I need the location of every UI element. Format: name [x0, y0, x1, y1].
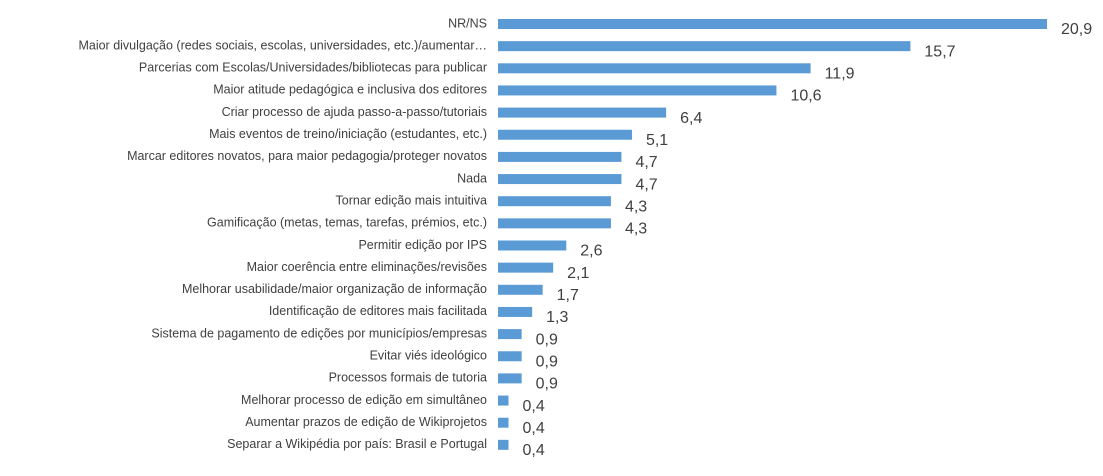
value-label: 0,4	[523, 398, 545, 415]
bar	[498, 240, 567, 251]
bar	[498, 306, 533, 317]
value-label: 2,1	[567, 265, 589, 282]
bar	[498, 19, 1047, 29]
value-label: 2,6	[580, 243, 602, 260]
category-label: Marcar editores novatos, para maior peda…	[127, 149, 487, 163]
category-label: Permitir edição por IPS	[358, 238, 487, 252]
bar	[498, 107, 667, 118]
value-label: 20,9	[1061, 21, 1092, 38]
category-label: Processos formais de tutoria	[329, 371, 487, 385]
value-label: 5,1	[646, 132, 668, 149]
bar	[498, 129, 632, 140]
value-label: 10,6	[790, 88, 821, 105]
bar	[498, 351, 522, 362]
value-label: 0,4	[523, 442, 545, 459]
value-label: 11,9	[825, 66, 855, 83]
value-label: 0,4	[523, 420, 545, 437]
bar	[498, 41, 911, 52]
bar	[498, 151, 622, 162]
category-label: Separar a Wikipédia por país: Brasil e P…	[227, 437, 487, 451]
category-label: Criar processo de ajuda passo-a-passo/tu…	[222, 105, 487, 119]
value-label: 0,9	[536, 376, 558, 393]
value-label: 1,7	[557, 287, 579, 304]
category-label: Tornar edição mais intuitiva	[336, 193, 488, 207]
category-label: Maior coerência entre eliminações/revisõ…	[247, 260, 487, 274]
bar	[498, 395, 509, 406]
bar	[498, 373, 522, 384]
bar	[498, 262, 554, 273]
bar	[498, 218, 611, 229]
category-label: Maior atitude pedagógica e inclusiva dos…	[213, 83, 487, 97]
bar	[498, 174, 622, 185]
bar	[498, 63, 811, 74]
value-label: 4,3	[625, 198, 647, 215]
category-label: Maior divulgação (redes sociais, escolas…	[78, 38, 487, 52]
category-label: Evitar viés ideológico	[370, 349, 487, 363]
category-label: Gamificação (metas, temas, tarefas, prém…	[207, 216, 487, 230]
bar	[498, 417, 509, 428]
value-label: 0,9	[536, 353, 558, 370]
value-label: 4,7	[635, 154, 657, 171]
category-label: Sistema de pagamento de edições por muni…	[151, 326, 487, 340]
category-label: Melhorar usabilidade/maior organização d…	[182, 282, 487, 296]
bar	[498, 85, 777, 96]
value-label: 4,3	[625, 221, 647, 238]
value-label: 0,9	[536, 331, 558, 348]
value-label: 6,4	[680, 110, 702, 127]
category-label: Nada	[457, 171, 487, 185]
value-label: 4,7	[635, 176, 657, 193]
category-label: NR/NS	[448, 16, 487, 30]
bar	[498, 284, 543, 295]
category-label: Melhorar processo de edição em simultâne…	[241, 393, 487, 407]
category-label: Mais eventos de treino/iniciação (estuda…	[209, 127, 487, 141]
bar	[498, 196, 611, 207]
bar	[498, 439, 509, 450]
value-label: 1,3	[546, 309, 568, 326]
category-label: Identificação de editores mais facilitad…	[269, 304, 487, 318]
value-label: 15,7	[924, 43, 955, 60]
category-label: Aumentar prazos de edição de Wikiprojeto…	[245, 415, 487, 429]
category-label: Parcerias com Escolas/Universidades/bibl…	[139, 61, 487, 75]
bar	[498, 329, 522, 340]
